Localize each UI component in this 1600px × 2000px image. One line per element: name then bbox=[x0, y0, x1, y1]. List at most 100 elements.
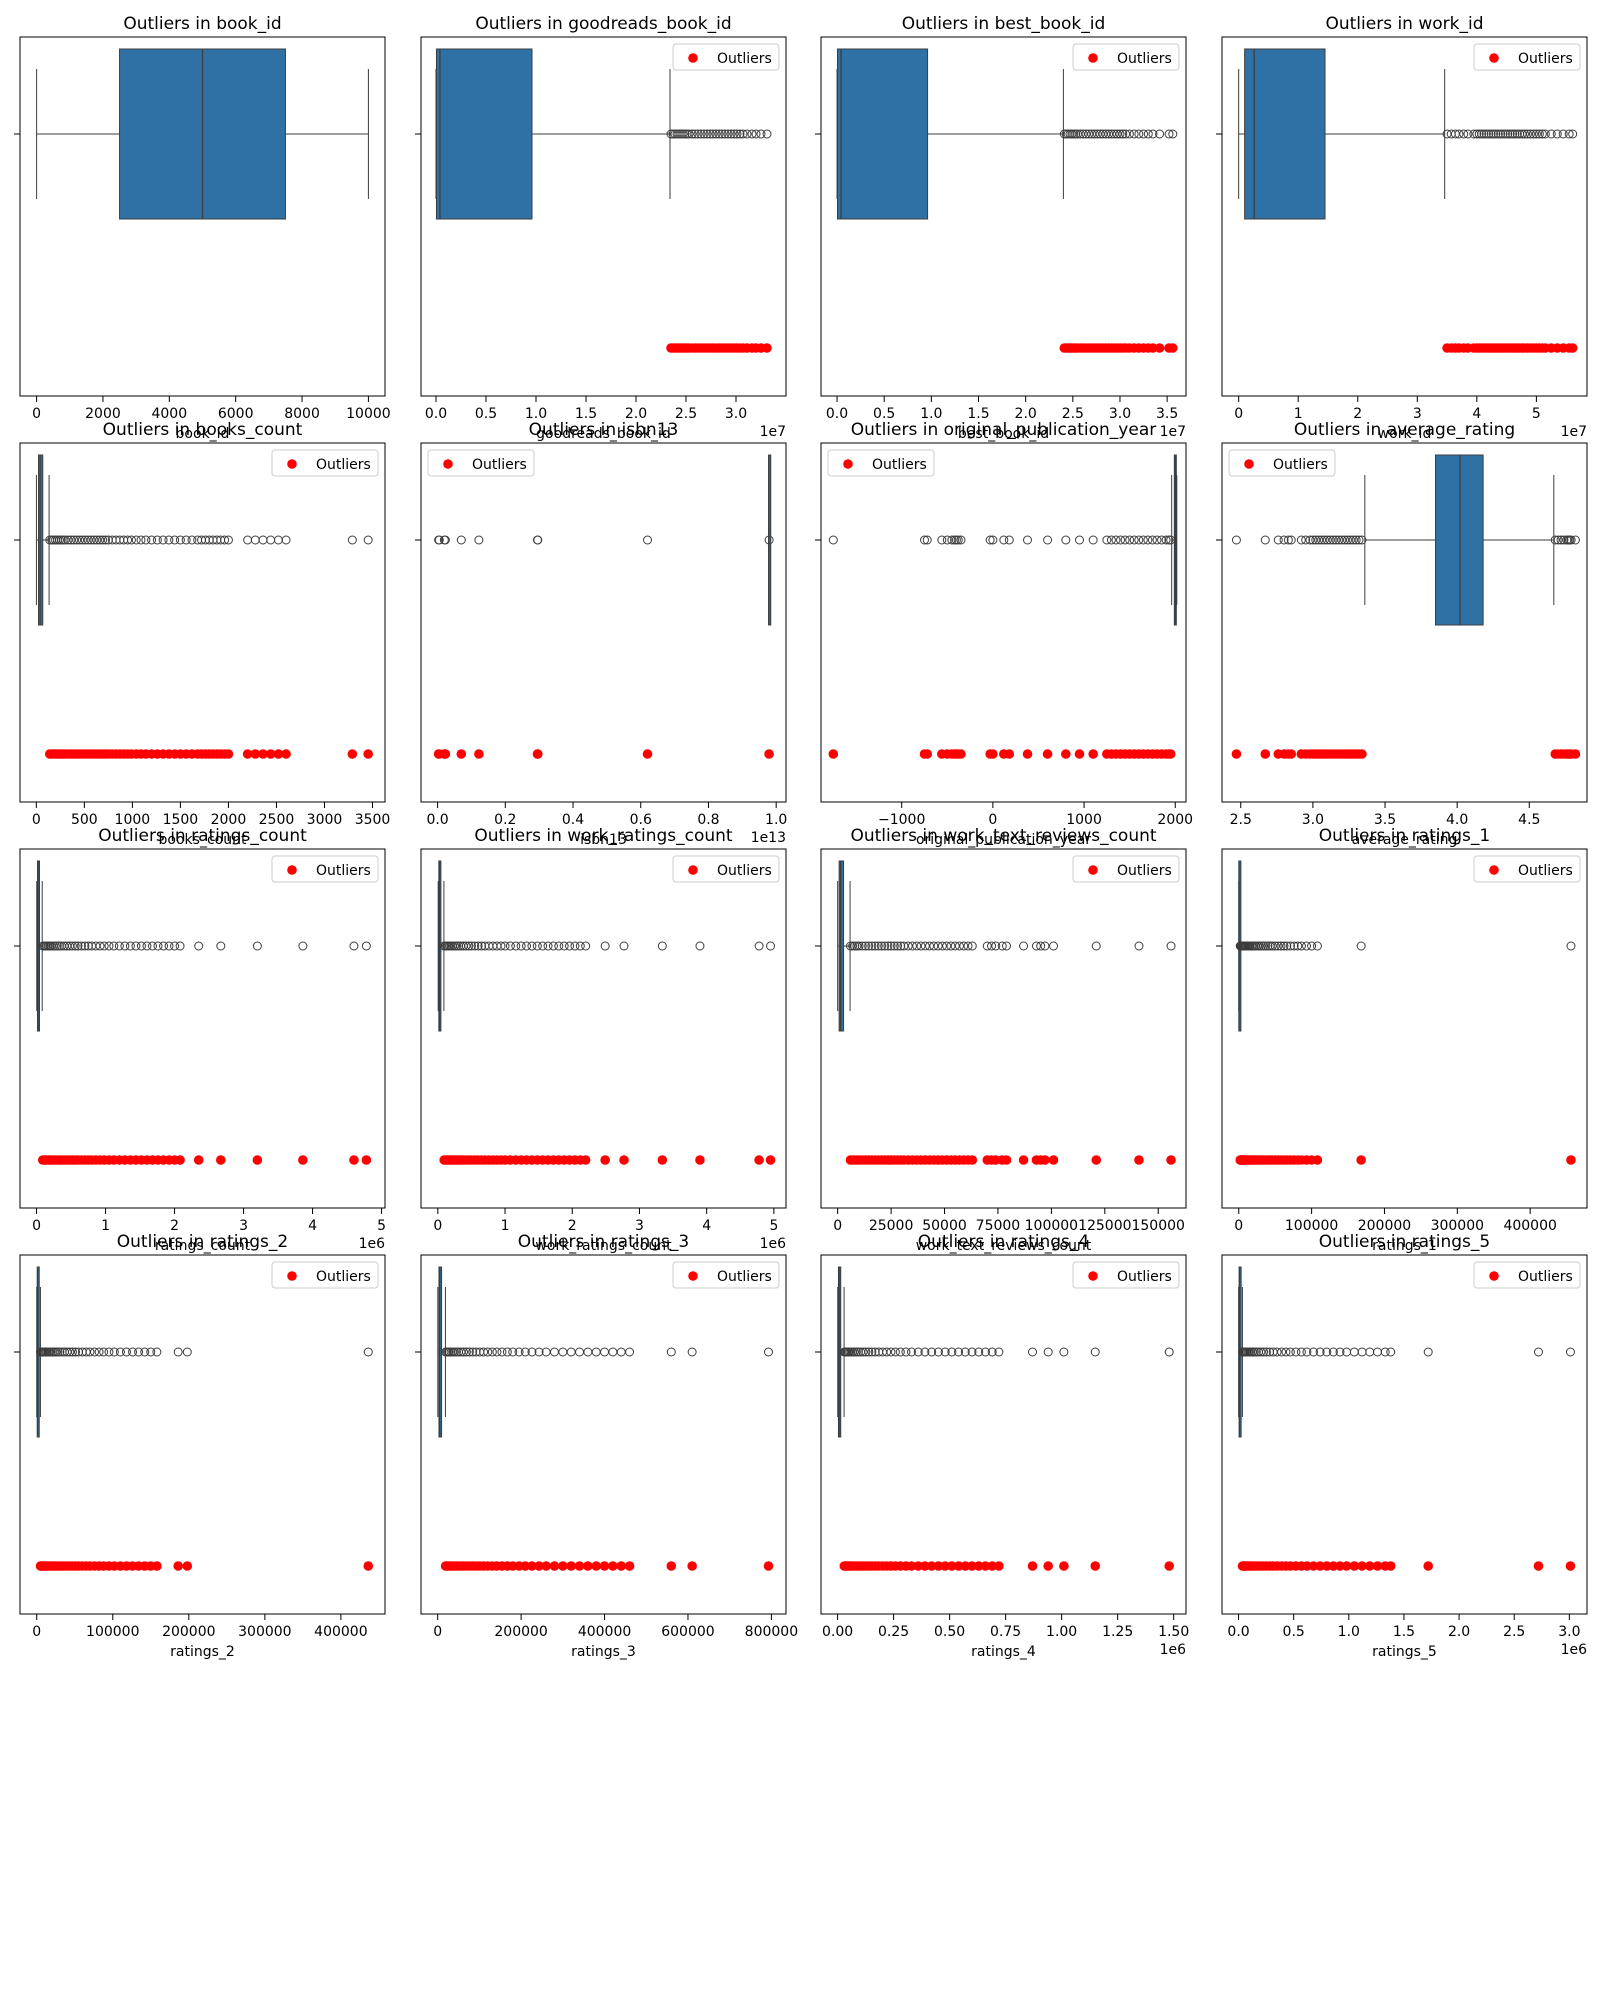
outlier-flier bbox=[1276, 941, 1286, 951]
outlier-flier bbox=[1528, 129, 1538, 139]
axes-frame bbox=[19, 442, 386, 803]
outlier-flier bbox=[461, 941, 471, 951]
outlier-flier bbox=[963, 941, 973, 951]
outlier-flier bbox=[1335, 1347, 1345, 1357]
outlier-point bbox=[967, 1155, 978, 1165]
outlier-flier bbox=[1566, 941, 1576, 951]
outlier-flier bbox=[742, 129, 752, 139]
x-axis-label: ratings_2 bbox=[170, 1644, 235, 1660]
x-tick-label: 10000 bbox=[346, 406, 391, 422]
outlier-flier bbox=[619, 941, 629, 951]
outlier-point bbox=[599, 1561, 610, 1571]
outlier-flier bbox=[565, 941, 575, 951]
outlier-point bbox=[922, 749, 933, 759]
outlier-flier bbox=[1102, 535, 1112, 545]
outlier-flier bbox=[1125, 535, 1135, 545]
outlier-flier bbox=[69, 535, 79, 545]
outlier-flier bbox=[182, 1347, 192, 1357]
outlier-flier bbox=[684, 129, 694, 139]
outlier-flier bbox=[732, 129, 742, 139]
outlier-flier bbox=[766, 941, 776, 951]
x-tick-label: 2000 bbox=[211, 812, 247, 828]
x-tick-label: 0 bbox=[1234, 1218, 1243, 1234]
outlier-flier bbox=[903, 941, 913, 951]
outlier-flier bbox=[1319, 535, 1329, 545]
outlier-flier bbox=[858, 1347, 868, 1357]
outlier-flier bbox=[298, 941, 308, 951]
outlier-flier bbox=[1036, 941, 1046, 951]
outlier-point bbox=[1566, 1155, 1576, 1165]
x-tick-label: 0.0 bbox=[425, 406, 447, 422]
outlier-point bbox=[666, 1561, 677, 1571]
outlier-point bbox=[349, 1155, 359, 1165]
outlier-flier bbox=[708, 129, 718, 139]
x-axis-label: work_ratings_count bbox=[535, 1238, 672, 1254]
outlier-flier bbox=[147, 941, 157, 951]
outlier-point bbox=[953, 1561, 964, 1571]
outlier-flier bbox=[487, 1347, 497, 1357]
outlier-point bbox=[1164, 1561, 1174, 1571]
outlier-flier bbox=[953, 535, 963, 545]
x-tick-label: 0.0 bbox=[1227, 1624, 1249, 1640]
outlier-point bbox=[1134, 1155, 1144, 1165]
legend-label: Outliers bbox=[316, 1269, 371, 1285]
legend-label: Outliers bbox=[717, 51, 772, 67]
x-tick-label: 0.25 bbox=[878, 1624, 909, 1640]
outlier-point bbox=[273, 749, 284, 759]
outlier-point bbox=[1061, 749, 1071, 759]
outlier-flier bbox=[1256, 1347, 1266, 1357]
x-tick-label: 3.0 bbox=[1109, 406, 1131, 422]
outlier-flier bbox=[1254, 941, 1264, 951]
outlier-flier bbox=[1293, 941, 1303, 951]
x-tick-label: 0.8 bbox=[697, 812, 719, 828]
outlier-flier bbox=[1001, 941, 1011, 951]
legend-label: Outliers bbox=[316, 457, 371, 473]
iqr-box bbox=[1244, 48, 1326, 220]
legend-box bbox=[271, 1261, 379, 1289]
legend-label: Outliers bbox=[316, 863, 371, 879]
axes-frame bbox=[420, 848, 787, 1209]
x-tick-label: 125000 bbox=[1078, 1218, 1131, 1234]
outlier-flier bbox=[1322, 1347, 1332, 1357]
x-axis-label: average_rating bbox=[1352, 832, 1458, 848]
outlier-flier bbox=[100, 535, 110, 545]
outlier-flier bbox=[158, 535, 168, 545]
x-tick-label: 0 bbox=[32, 406, 41, 422]
x-tick-label: 3 bbox=[1413, 406, 1422, 422]
legend-marker bbox=[1088, 1271, 1098, 1281]
outlier-flier bbox=[516, 941, 526, 951]
outlier-flier bbox=[1031, 941, 1041, 951]
outlier-point bbox=[574, 1561, 585, 1571]
x-tick-label: 3 bbox=[239, 1218, 248, 1234]
outlier-flier bbox=[987, 941, 997, 951]
outlier-flier bbox=[853, 1347, 863, 1357]
outlier-flier bbox=[1308, 535, 1318, 545]
outlier-flier bbox=[170, 941, 180, 951]
x-offset-label: 1e7 bbox=[1561, 424, 1587, 440]
outlier-flier bbox=[1023, 535, 1033, 545]
x-tick-label: 600000 bbox=[661, 1624, 714, 1640]
outlier-flier bbox=[1546, 129, 1556, 139]
outlier-flier bbox=[1116, 535, 1126, 545]
outlier-flier bbox=[363, 1347, 373, 1357]
outlier-flier bbox=[1558, 129, 1568, 139]
outlier-flier bbox=[954, 1347, 964, 1357]
legend-box bbox=[1072, 1261, 1180, 1289]
outlier-flier bbox=[1565, 1347, 1575, 1357]
outlier-point bbox=[363, 1561, 374, 1571]
outlier-flier bbox=[72, 535, 82, 545]
outlier-point bbox=[762, 343, 772, 353]
outlier-flier bbox=[974, 1347, 984, 1357]
x-tick-label: 0.75 bbox=[990, 1624, 1021, 1640]
outlier-flier bbox=[666, 1347, 676, 1357]
outlier-flier bbox=[1301, 535, 1311, 545]
outlier-flier bbox=[1493, 129, 1503, 139]
outlier-flier bbox=[146, 1347, 156, 1357]
outlier-flier bbox=[1489, 129, 1499, 139]
legend-box bbox=[827, 449, 935, 477]
outlier-flier bbox=[187, 535, 197, 545]
outlier-flier bbox=[1454, 129, 1464, 139]
outlier-point bbox=[558, 1561, 568, 1571]
legend-box bbox=[271, 449, 379, 477]
outlier-point bbox=[608, 1561, 618, 1571]
